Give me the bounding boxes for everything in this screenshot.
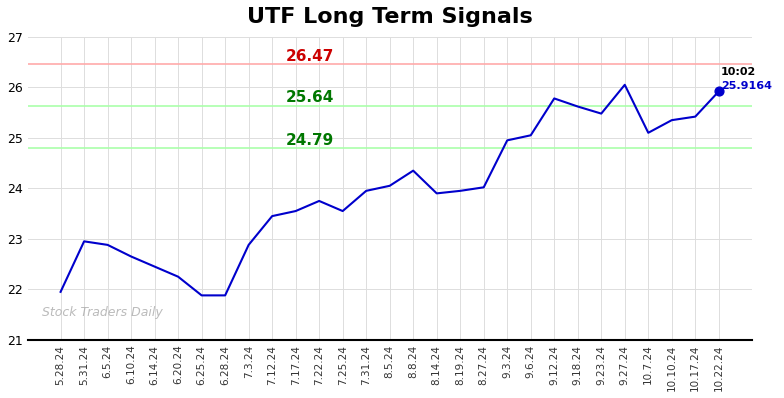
- Text: 25.9164: 25.9164: [721, 81, 772, 91]
- Text: 24.79: 24.79: [285, 133, 334, 148]
- Text: 25.64: 25.64: [285, 90, 334, 105]
- Title: UTF Long Term Signals: UTF Long Term Signals: [247, 7, 532, 27]
- Text: 26.47: 26.47: [285, 49, 334, 64]
- Text: Stock Traders Daily: Stock Traders Daily: [42, 306, 163, 318]
- Point: [713, 88, 725, 95]
- Text: 10:02: 10:02: [721, 67, 757, 77]
